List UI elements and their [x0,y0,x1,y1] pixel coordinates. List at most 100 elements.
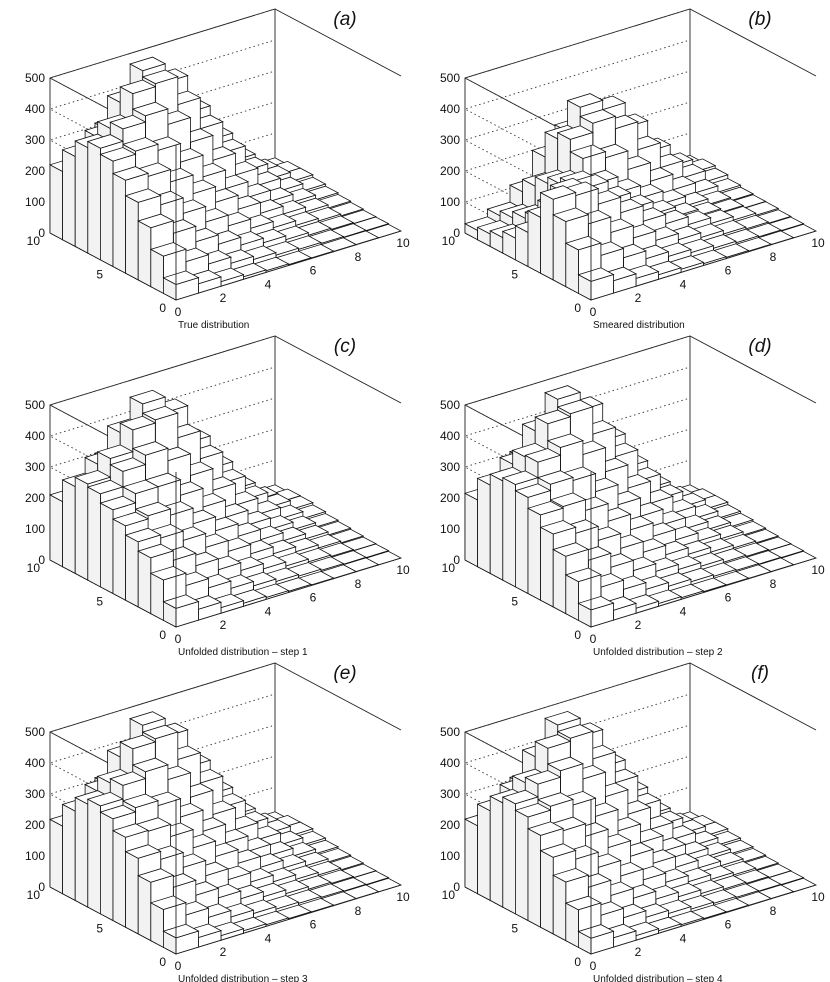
x-tick-label: 8 [770,904,777,918]
z-tick-label: 0 [453,553,460,567]
x-tick-label: 8 [355,250,362,264]
x-tick-label: 6 [725,918,732,932]
x-tick-label: 6 [310,591,317,605]
x-tick-label: 8 [355,577,362,591]
z-tick-label: 400 [25,756,45,770]
x-tick-label: 0 [590,632,597,646]
x-tick-label: 2 [220,291,227,305]
y-tick-labels: 0 5 10 [27,561,167,642]
z-tick-label: 500 [440,725,460,739]
z-tick-label: 200 [25,491,45,505]
x-tick-label: 10 [811,236,825,250]
panel-label: (b) [748,9,771,30]
z-tick-label: 300 [440,460,460,474]
z-tick-label: 500 [440,71,460,85]
panel-label: (d) [748,336,771,357]
z-tick-label: 500 [25,398,45,412]
z-tick-label: 400 [440,756,460,770]
y-tick-label: 10 [27,234,41,248]
panel-caption: Smeared distribution [593,320,685,331]
z-tick-label: 300 [25,133,45,147]
x-tick-label: 6 [725,591,732,605]
x-tick-label: 4 [265,277,272,291]
z-tick-label: 400 [440,102,460,116]
z-tick-labels: 0 100 200 300 400 500 [25,725,45,894]
panel-caption: Unfolded distribution – step 4 [593,974,723,982]
y-tick-label: 5 [511,595,518,609]
x-tick-label: 10 [396,236,410,250]
x-tick-label: 0 [590,305,597,319]
x-tick-label: 4 [680,604,687,618]
x-tick-label: 0 [175,632,182,646]
y-tick-label: 0 [574,628,581,642]
lego-bars [463,93,818,301]
x-tick-label: 8 [770,577,777,591]
x-tick-labels: 0 2 4 6 8 10 [590,563,825,646]
x-tick-label: 6 [310,918,317,932]
y-tick-labels: 0 5 10 [442,234,582,315]
x-tick-label: 0 [590,959,597,973]
bar [564,895,602,948]
x-tick-labels: 0 2 4 6 8 10 [175,236,410,319]
x-tick-label: 4 [265,931,272,945]
lego-bars [48,56,403,301]
z-tick-label: 100 [25,522,45,536]
x-tick-label: 0 [175,959,182,973]
z-tick-label: 300 [25,460,45,474]
y-tick-label: 0 [159,955,166,969]
y-tick-label: 0 [159,628,166,642]
y-tick-label: 0 [159,301,166,315]
panel-label: (f) [751,663,769,684]
y-tick-label: 5 [511,268,518,282]
y-tick-label: 5 [96,595,103,609]
x-tick-label: 6 [310,264,317,278]
z-tick-labels: 0 100 200 300 400 500 [440,398,460,567]
z-tick-label: 400 [25,429,45,443]
z-tick-label: 0 [453,880,460,894]
bar [577,924,615,955]
x-tick-label: 10 [396,890,410,904]
z-tick-label: 200 [25,818,45,832]
z-tick-label: 0 [453,226,460,240]
x-tick-label: 4 [680,277,687,291]
z-tick-labels: 0 100 200 300 400 500 [25,398,45,567]
bar [162,923,200,955]
y-tick-label: 10 [442,888,456,902]
panel-label: (a) [333,9,356,30]
y-tick-label: 10 [442,561,456,575]
y-tick-labels: 0 5 10 [442,888,582,969]
panel-caption: Unfolded distribution – step 2 [593,647,723,658]
x-tick-label: 10 [396,563,410,577]
y-tick-labels: 0 5 10 [442,561,582,642]
x-tick-label: 8 [355,904,362,918]
lego-bars [463,385,818,628]
x-tick-label: 10 [811,890,825,904]
y-tick-label: 5 [511,922,518,936]
panel-caption: Unfolded distribution – step 3 [178,974,308,982]
x-tick-label: 4 [680,931,687,945]
lego-bars [48,711,403,955]
frame-front [175,799,402,955]
y-tick-label: 5 [96,922,103,936]
y-tick-label: 10 [27,888,41,902]
y-tick-label: 0 [574,955,581,969]
y-tick-label: 10 [27,561,41,575]
panel-caption: True distribution [178,320,249,331]
x-tick-labels: 0 2 4 6 8 10 [590,236,825,319]
x-tick-labels: 0 2 4 6 8 10 [175,890,410,973]
z-tick-label: 400 [440,429,460,443]
z-tick-label: 0 [38,226,45,240]
z-tick-label: 300 [440,133,460,147]
x-tick-label: 2 [635,291,642,305]
x-tick-label: 2 [635,618,642,632]
y-tick-label: 10 [442,234,456,248]
frame-front [590,472,817,628]
x-tick-labels: 0 2 4 6 8 10 [175,563,410,646]
z-tick-label: 300 [25,787,45,801]
y-tick-labels: 0 5 10 [27,888,167,969]
frame-front [590,145,817,301]
z-tick-label: 200 [25,164,45,178]
x-tick-label: 4 [265,604,272,618]
